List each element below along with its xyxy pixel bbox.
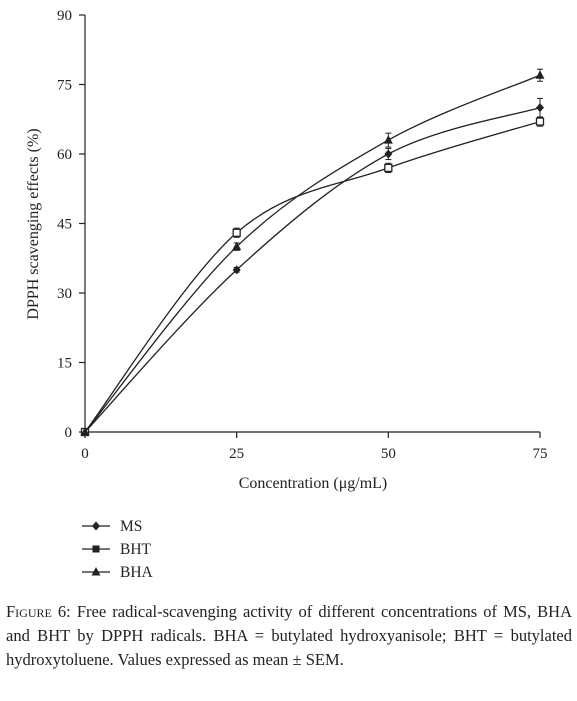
y-tick-label: 45	[57, 217, 72, 233]
legend: MS BHT BHA	[82, 518, 154, 581]
legend-label-bht: BHT	[120, 541, 152, 558]
legend-item-ms: MS	[82, 518, 142, 535]
data-point-bha	[232, 241, 242, 251]
legend-marker-ms	[92, 521, 100, 531]
data-point-bht	[535, 117, 545, 126]
axes: 0 15 30 45 60 75 90 0 25 50 75	[57, 8, 548, 462]
legend-label-ms: MS	[120, 518, 142, 535]
series-line-bha	[84, 74, 541, 433]
data-point-ms	[384, 149, 393, 159]
series-layer	[80, 68, 545, 437]
series-line-ms	[84, 107, 541, 433]
x-tick-label: 50	[381, 446, 396, 462]
y-tick-label: 60	[57, 147, 72, 163]
legend-item-bht: BHT	[82, 541, 152, 558]
x-tick-label: 25	[229, 446, 244, 462]
data-point-bht	[384, 163, 393, 173]
data-point-bha	[80, 427, 90, 436]
series-ms	[81, 97, 544, 437]
figure-caption: Figure 6: Free radical-scavenging activi…	[6, 600, 572, 672]
dpph-line-chart: 0 15 30 45 60 75 90 0 25 50 75 MS BHT BHA Concentrat…	[25, 8, 548, 581]
data-point-ms	[232, 265, 241, 275]
y-tick-label: 15	[57, 356, 72, 372]
legend-label-bha: BHA	[120, 564, 154, 581]
series-bha	[80, 68, 545, 436]
y-axis-label: DPPH scavenging effects (%)	[25, 128, 42, 319]
caption-text: Free radical-scavenging activity of diff…	[6, 602, 572, 669]
x-tick-label: 75	[533, 446, 548, 462]
caption-label: Figure 6:	[6, 602, 71, 621]
data-point-bha	[535, 70, 545, 79]
y-tick-label: 90	[57, 8, 72, 24]
y-tick-label: 0	[65, 425, 73, 441]
data-point-bht	[232, 228, 241, 237]
x-axis-label: Concentration (μg/mL)	[239, 475, 388, 492]
legend-marker-bht	[92, 545, 100, 553]
legend-marker-bha	[91, 567, 101, 576]
series-bht	[80, 116, 545, 437]
y-tick-label: 75	[57, 78, 72, 94]
series-line-bht	[84, 120, 541, 433]
data-point-bha	[383, 135, 393, 144]
y-tick-label: 30	[57, 286, 72, 302]
data-point-ms	[536, 103, 544, 113]
x-tick-label: 0	[81, 446, 89, 462]
legend-item-bha: BHA	[82, 564, 154, 581]
